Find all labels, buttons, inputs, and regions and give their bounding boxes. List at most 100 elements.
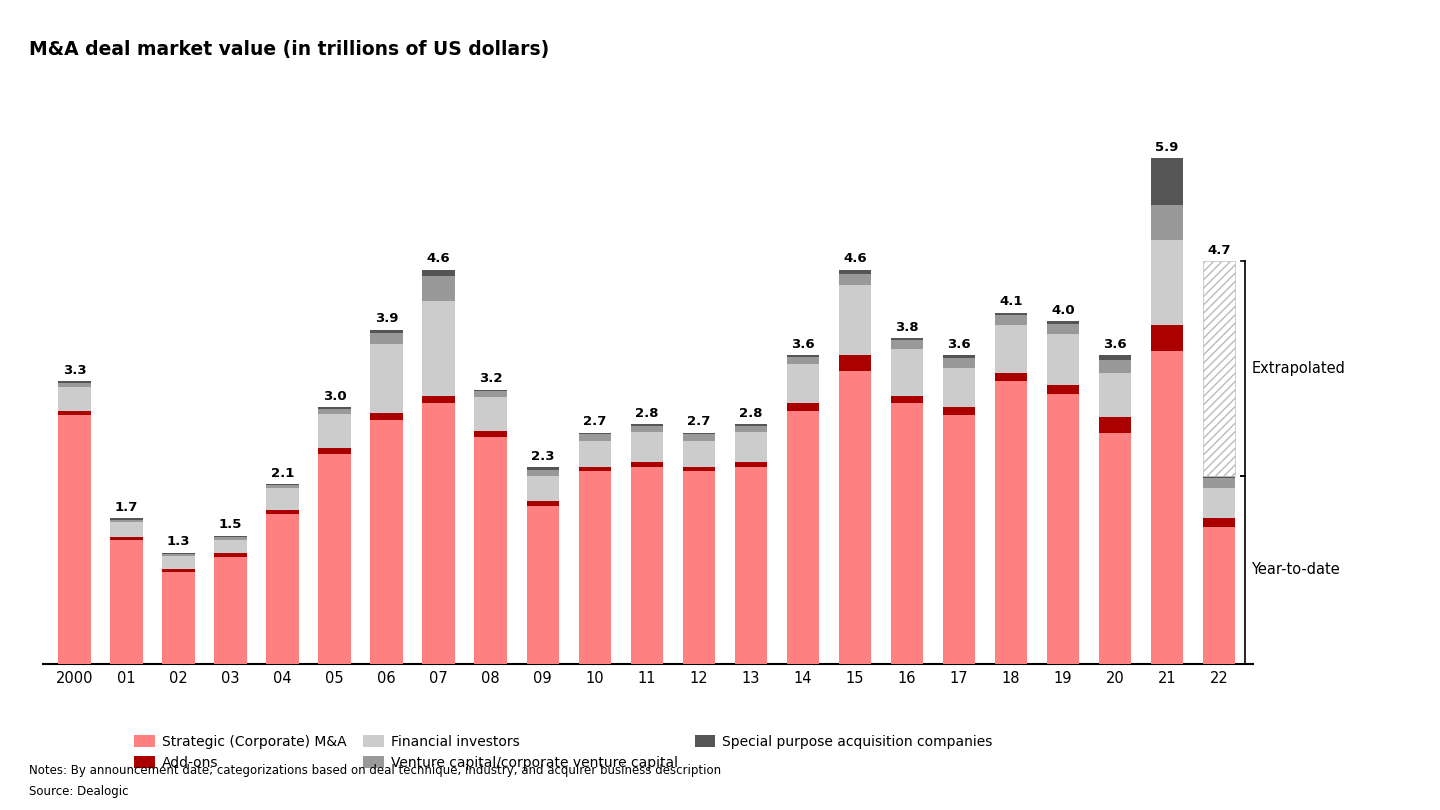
Bar [995,382,1027,664]
Text: Extrapolated: Extrapolated [1251,360,1345,376]
Bar [370,330,403,333]
Bar [111,518,143,520]
Text: 4.6: 4.6 [842,253,867,266]
Bar [422,270,455,275]
Text: 3.0: 3.0 [323,390,347,403]
Bar [1047,386,1079,394]
Bar [1202,488,1236,518]
Bar [579,467,611,471]
Bar [1047,324,1079,334]
Text: 1.7: 1.7 [115,501,138,514]
Text: 2.3: 2.3 [531,450,554,463]
Bar [370,333,403,344]
Bar [58,411,91,416]
Text: 1.5: 1.5 [219,518,242,531]
Text: 3.9: 3.9 [374,313,399,326]
Bar [734,432,768,462]
Bar [111,522,143,537]
Bar [683,441,714,467]
Bar [943,356,975,358]
Bar [631,467,662,664]
Bar [943,416,975,664]
Bar [215,537,246,539]
Bar [163,554,194,556]
Bar [891,396,923,403]
Bar [58,387,91,411]
Text: 2.7: 2.7 [583,416,606,428]
Bar [943,407,975,416]
Bar [579,441,611,467]
Bar [1099,356,1130,360]
Text: 4.0: 4.0 [1051,304,1074,317]
Bar [891,340,923,348]
Bar [111,539,143,664]
Bar [838,370,871,664]
Bar [943,369,975,407]
Bar [683,434,714,441]
Bar [266,509,298,514]
Bar [318,414,351,448]
Bar [1099,373,1130,417]
Bar [838,270,871,274]
Bar [111,537,143,539]
Bar [786,356,819,357]
Bar [734,424,768,426]
Bar [579,471,611,664]
Bar [891,339,923,340]
Bar [1202,518,1236,527]
Bar [422,301,455,396]
Bar [163,569,194,572]
Text: 2.8: 2.8 [739,407,763,420]
Bar [475,431,507,437]
Text: 2.8: 2.8 [635,407,658,420]
Bar [1202,475,1236,478]
Text: 2.7: 2.7 [687,416,710,428]
Text: 3.8: 3.8 [896,321,919,334]
Bar [163,556,194,569]
Text: M&A deal market value (in trillions of US dollars): M&A deal market value (in trillions of U… [29,40,549,59]
Bar [1202,478,1236,488]
Bar [1151,206,1184,240]
Bar [475,397,507,431]
Text: 4.1: 4.1 [999,296,1022,309]
Bar [1047,394,1079,664]
Bar [631,426,662,432]
Text: Notes: By announcement date; categorizations based on deal technique, industry, : Notes: By announcement date; categorizat… [29,764,721,777]
Bar [1151,352,1184,664]
Bar [683,467,714,471]
Bar [786,357,819,364]
Bar [215,539,246,552]
Bar [58,416,91,664]
Bar [683,471,714,664]
Bar [58,383,91,387]
Bar [318,448,351,454]
Bar [111,520,143,522]
Bar [527,475,559,501]
Bar [1202,527,1236,664]
Bar [683,433,714,434]
Bar [579,433,611,434]
Bar [891,348,923,396]
Bar [318,410,351,414]
Text: 3.2: 3.2 [480,373,503,386]
Text: 5.9: 5.9 [1155,141,1179,154]
Text: 3.3: 3.3 [62,364,86,377]
Bar [1099,360,1130,373]
Bar [631,424,662,426]
Bar [266,484,298,485]
Text: 3.6: 3.6 [948,338,971,352]
Bar [475,391,507,397]
Bar [163,572,194,664]
Bar [266,514,298,664]
Text: 3.6: 3.6 [1103,338,1126,352]
Bar [995,326,1027,373]
Bar [318,407,351,410]
Bar [370,344,403,413]
Bar [995,373,1027,382]
Bar [995,313,1027,315]
Bar [786,403,819,411]
Bar [1047,321,1079,324]
Text: 2.1: 2.1 [271,467,294,480]
Bar [1151,240,1184,326]
Bar [1151,158,1184,206]
